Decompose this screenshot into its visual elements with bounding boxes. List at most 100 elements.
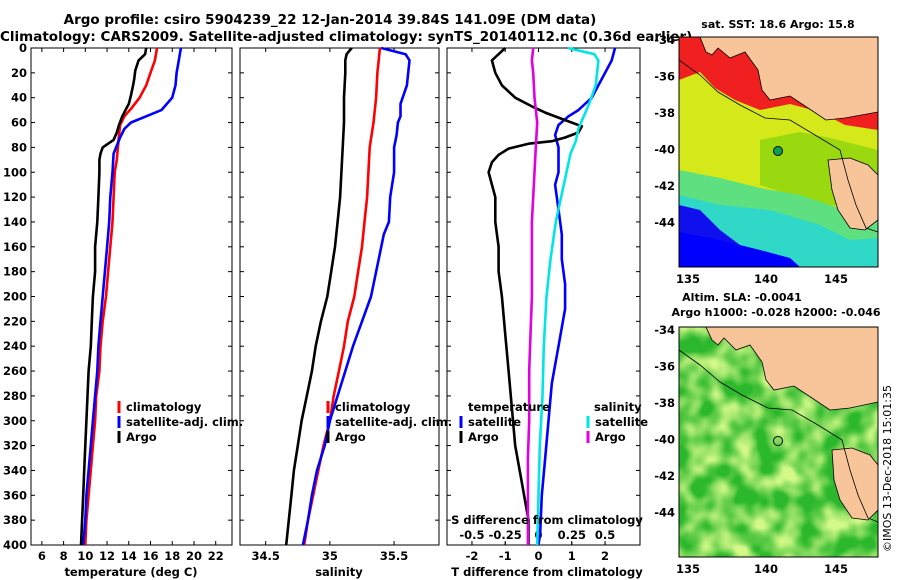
depth-tick-label: 240	[3, 339, 27, 353]
series-line-climatology	[302, 47, 382, 546]
salinity-axes	[239, 47, 440, 546]
depth-tick-label: 400	[3, 538, 27, 552]
map-lat-label: -38	[654, 106, 675, 120]
map-lon-label: 140	[754, 562, 778, 576]
x-tick-label: 18	[164, 549, 180, 563]
series-line-satellite-adj-clim-	[81, 47, 183, 546]
sst-map-frame	[678, 36, 879, 268]
sla-map-title-2: Argo h1000: -0.028 h2000: -0.046	[671, 306, 880, 319]
salinity-xlabel: salinity	[315, 565, 363, 579]
depth-tick-label: 120	[3, 190, 27, 204]
legend-label-climatology: climatology	[335, 400, 411, 414]
depth-tick-label: 140	[3, 215, 27, 229]
x-tick-label: 2	[601, 549, 609, 563]
depth-tick-label: 180	[3, 265, 27, 279]
sst-argo-marker	[773, 146, 783, 156]
series-line-s-satellite	[535, 46, 600, 546]
map-lat-label: -34	[654, 323, 675, 337]
depth-tick-label: 280	[3, 389, 27, 403]
map-lon-label: 145	[824, 272, 848, 286]
legend-label-satellite: satellite-adj. clim.	[126, 415, 243, 429]
series-line-climatology	[84, 47, 159, 546]
depth-tick-label: 0	[19, 41, 27, 55]
x-tick-label: 14	[121, 549, 137, 563]
series-line-argo	[79, 47, 148, 546]
x-tick-label: 1	[568, 549, 576, 563]
legend-label-s-argo: Argo	[595, 430, 626, 444]
x-tick-label: 34.5	[251, 549, 279, 563]
map-lat-label: -40	[654, 433, 675, 447]
depth-tick-label: 160	[3, 240, 27, 254]
temperature-legend: climatology satellite-adj. clim. Argo	[117, 400, 243, 444]
x-tick-label: 16	[143, 549, 159, 563]
map-lon-label: 135	[676, 562, 700, 576]
x-tick-label: 8	[60, 549, 68, 563]
title-line-1: Argo profile: csiro 5904239_22 12-Jan-20…	[63, 12, 597, 28]
legend-title-salinity: salinity	[594, 400, 642, 414]
sla-argo-marker	[773, 436, 783, 446]
depth-tick-label: 360	[3, 488, 27, 502]
salinity-legend: climatology satellite-adj. clim. Argo	[326, 400, 452, 444]
x-tick-label: 35.5	[380, 549, 408, 563]
x-tick-label: -1	[499, 549, 512, 563]
top-tick-label: 0.5	[595, 528, 615, 542]
x-tick-label: 6	[38, 549, 46, 563]
depth-tick-label: 220	[3, 314, 27, 328]
sla-map-title-1: Altim. SLA: -0.0041	[682, 291, 802, 304]
depth-tick-label: 260	[3, 364, 27, 378]
x-tick-label: 10	[77, 549, 93, 563]
title-line-2: Climatology: CARS2009. Satellite-adjuste…	[0, 29, 693, 45]
depth-tick-label: 300	[3, 414, 27, 428]
map-lon-label: 140	[754, 272, 778, 286]
legend-label-t-argo: Argo	[468, 430, 499, 444]
map-lat-label: -36	[654, 360, 675, 374]
x-tick-label: -2	[466, 549, 479, 563]
difference-legend: temperature satellite Argo salinity sate…	[459, 400, 648, 444]
x-tick-label: 22	[208, 549, 224, 563]
top-tick-label: -0.25	[489, 528, 522, 542]
temperature-xlabel: temperature (deg C)	[64, 565, 197, 579]
legend-title-temperature: temperature	[468, 400, 550, 414]
map-lat-label: -36	[654, 70, 675, 84]
map-lat-label: -34	[654, 33, 675, 47]
sla-map-frame	[678, 326, 879, 558]
legend-label-t-satellite: satellite	[468, 415, 521, 429]
depth-tick-label: 320	[3, 439, 27, 453]
depth-tick-label: 100	[3, 165, 27, 179]
depth-tick-label: 60	[11, 116, 27, 130]
map-lat-label: -42	[654, 179, 675, 193]
legend-label-argo: Argo	[126, 430, 157, 444]
depth-tick-label: 20	[11, 66, 27, 80]
top-tick-label: 0.25	[558, 528, 586, 542]
x-tick-label: 12	[99, 549, 115, 563]
sst-map-title: sat. SST: 18.6 Argo: 15.8	[701, 18, 854, 31]
top-tick-label: -0.5	[459, 528, 484, 542]
x-tick-label: 0	[535, 549, 543, 563]
series-line-satellite-adj-clim-	[301, 46, 411, 546]
imos-credit: ©IMOS 13-Dec-2018 15:01:35	[881, 385, 894, 552]
map-lat-label: -40	[654, 143, 675, 157]
depth-tick-label: 80	[11, 140, 27, 154]
depth-tick-label: 380	[3, 513, 27, 527]
difference-top-label: S difference from climatology	[451, 513, 643, 527]
series-line-t-satellite	[537, 47, 617, 546]
map-lat-label: -42	[654, 469, 675, 483]
map-lon-label: 145	[824, 562, 848, 576]
legend-label-climatology: climatology	[126, 400, 202, 414]
x-tick-label: 35	[322, 549, 338, 563]
map-lat-label: -38	[654, 396, 675, 410]
x-tick-label: 20	[186, 549, 202, 563]
sla-map	[679, 327, 878, 557]
legend-label-satellite: satellite-adj. clim.	[335, 415, 452, 429]
sst-map	[679, 37, 878, 267]
depth-tick-label: 40	[11, 91, 27, 105]
series-line-argo	[284, 47, 353, 546]
depth-tick-label: 340	[3, 463, 27, 477]
legend-label-argo: Argo	[335, 430, 366, 444]
series-line-s-argo	[526, 47, 539, 545]
map-lon-label: 135	[676, 272, 700, 286]
map-lat-label: -44	[654, 506, 675, 520]
difference-xlabel: T difference from climatology	[451, 565, 643, 579]
depth-tick-label: 200	[3, 290, 27, 304]
